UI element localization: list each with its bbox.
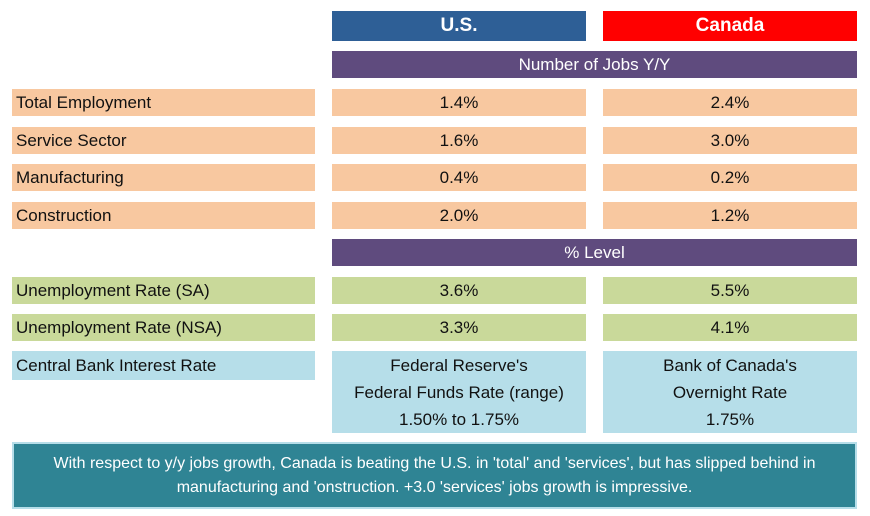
us-interest-line-2: Federal Funds Rate (range) bbox=[354, 382, 564, 402]
canada-unemployment-nsa: 4.1% bbox=[603, 314, 857, 341]
canada-manufacturing: 0.2% bbox=[603, 164, 857, 191]
row-label-manufacturing: Manufacturing bbox=[12, 164, 315, 191]
us-service-sector: 1.6% bbox=[332, 127, 586, 154]
us-total-employment: 1.4% bbox=[332, 89, 586, 116]
canada-service-sector: 3.0% bbox=[603, 127, 857, 154]
jobs-section-header: Number of Jobs Y/Y bbox=[332, 51, 857, 78]
canada-interest-line-2: Overnight Rate bbox=[672, 382, 788, 402]
row-label-service-sector: Service Sector bbox=[12, 127, 315, 154]
row-label-total-employment: Total Employment bbox=[12, 89, 315, 116]
us-manufacturing: 0.4% bbox=[332, 164, 586, 191]
commentary-note: With respect to y/y jobs growth, Canada … bbox=[12, 442, 857, 509]
us-interest-line-3: 1.50% to 1.75% bbox=[398, 409, 520, 429]
canada-unemployment-sa: 5.5% bbox=[603, 277, 857, 304]
row-label-unemployment-nsa: Unemployment Rate (NSA) bbox=[12, 314, 315, 341]
canada-header: Canada bbox=[603, 11, 857, 41]
canada-interest-line-1: Bank of Canada's bbox=[663, 355, 797, 375]
level-section-header: % Level bbox=[332, 239, 857, 266]
row-label-interest-rate: Central Bank Interest Rate bbox=[12, 351, 315, 380]
us-construction: 2.0% bbox=[332, 202, 586, 229]
row-label-construction: Construction bbox=[12, 202, 315, 229]
canada-total-employment: 2.4% bbox=[603, 89, 857, 116]
us-interest-rate: Federal Reserve's Federal Funds Rate (ra… bbox=[332, 351, 586, 433]
us-unemployment-nsa: 3.3% bbox=[332, 314, 586, 341]
us-interest-line-1: Federal Reserve's bbox=[390, 355, 528, 375]
canada-interest-rate: Bank of Canada's Overnight Rate 1.75% bbox=[603, 351, 857, 433]
row-label-unemployment-sa: Unemployment Rate (SA) bbox=[12, 277, 315, 304]
canada-construction: 1.2% bbox=[603, 202, 857, 229]
us-header: U.S. bbox=[332, 11, 586, 41]
canada-interest-line-3: 1.75% bbox=[705, 409, 755, 429]
us-unemployment-sa: 3.6% bbox=[332, 277, 586, 304]
